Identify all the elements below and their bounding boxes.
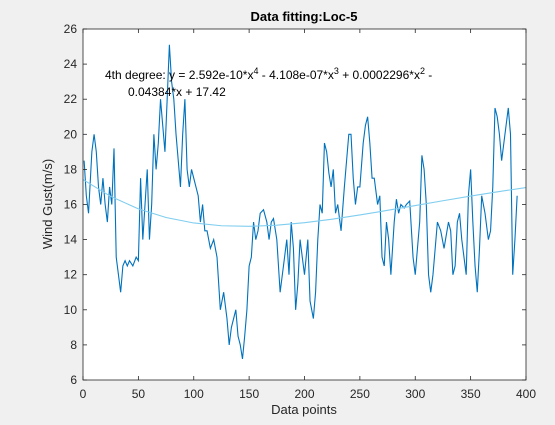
x-tick-label: 0 [80,387,87,401]
x-tick-label: 250 [350,387,370,401]
y-tick-label: 24 [64,57,78,71]
data-line [83,44,518,360]
chart-title: Data fitting:Loc-5 [251,9,358,24]
annotation: 4th degree: y = 2.592e-10*x4 - 4.108e-07… [105,66,432,82]
y-axis-label: Wind Gust(m/s) [40,159,55,249]
x-tick-label: 350 [461,387,481,401]
annotation: 0.04384*x + 17.42 [128,85,226,99]
y-tick-label: 16 [64,198,78,212]
y-tick-label: 22 [64,92,78,106]
annotation-text: 4th degree: y = 2.592e-10*x [105,68,253,82]
annotation-text: 0.04384*x + 17.42 [128,85,226,99]
y-tick-label: 6 [70,373,77,387]
y-tick-label: 26 [64,22,78,36]
plot-area [83,29,526,380]
y-tick-label: 20 [64,127,78,141]
y-tick-label: 8 [70,338,77,352]
annotation-superscript: 4 [253,66,258,76]
y-tick-label: 18 [64,162,78,176]
x-tick-label: 50 [132,387,146,401]
x-tick-label: 400 [516,387,536,401]
x-tick-label: 150 [239,387,259,401]
x-tick-label: 300 [405,387,425,401]
y-tick-label: 10 [64,303,78,317]
annotation-superscript: 3 [334,66,339,76]
annotation-superscript: 2 [420,66,425,76]
y-tick-label: 12 [64,268,78,282]
x-tick-label: 200 [294,387,314,401]
y-tick-label: 14 [64,233,78,247]
x-axis-label: Data points [271,402,337,417]
data-line [82,179,527,227]
annotation-text: - 4.108e-07*x [258,68,333,82]
annotation-text: + 0.0002296*x [339,68,420,82]
annotation-text: - [425,68,432,82]
x-tick-label: 100 [184,387,204,401]
